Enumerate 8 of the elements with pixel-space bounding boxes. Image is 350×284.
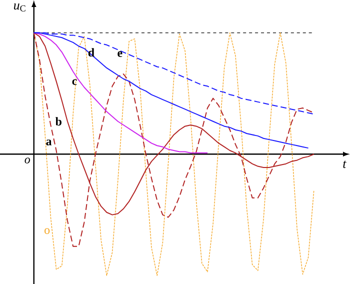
- series-label: b: [55, 117, 62, 126]
- y-axis-title: u$_{C}$: [14, 4, 26, 12]
- series-label: a: [46, 140, 52, 146]
- series-label: c: [72, 79, 77, 85]
- series-label: o: [44, 228, 50, 234]
- x-axis-title: t: [343, 160, 346, 168]
- text: o: [24, 158, 30, 164]
- series-label: e: [118, 51, 122, 58]
